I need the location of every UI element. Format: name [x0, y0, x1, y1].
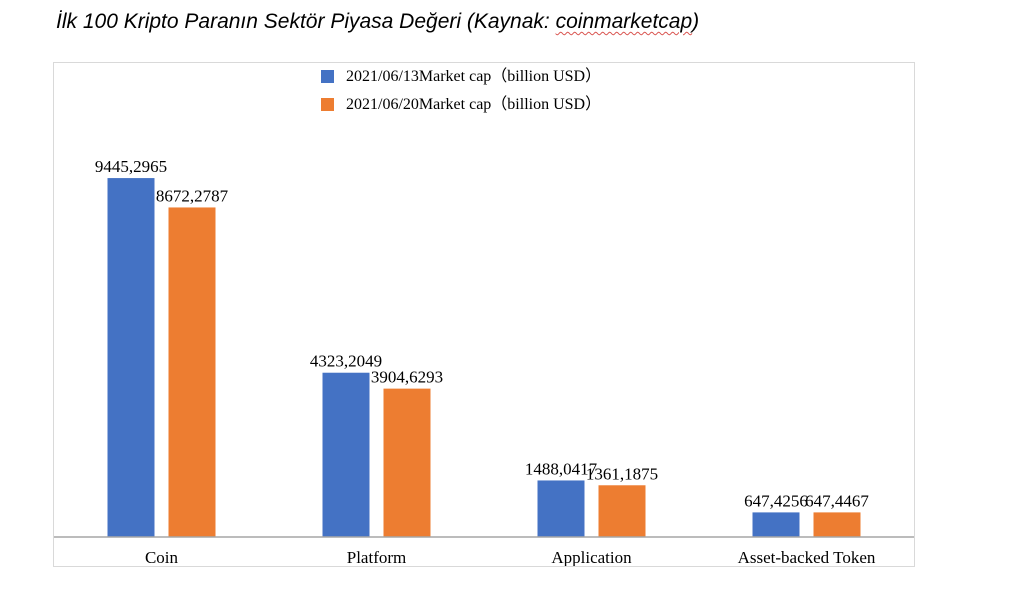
bar-series2: [168, 207, 216, 537]
page-title-source: coinmarketcap: [555, 10, 693, 33]
data-label: 9445,2965: [95, 157, 167, 176]
data-label: 8672,2787: [156, 186, 229, 205]
bar-series1: [322, 372, 370, 537]
data-label: 3904,6293: [371, 368, 443, 387]
chart-frame: 2021/06/13Market cap（billion USD） 2021/06…: [53, 62, 915, 567]
data-label: 647,4256: [744, 491, 808, 510]
x-tick-label: Asset-backed Token: [738, 548, 876, 566]
page-title-prefix: İlk 100 Kripto Paranın Sektör Piyasa Değ…: [56, 10, 556, 33]
x-tick-label: Application: [551, 548, 632, 566]
bar-series2: [813, 512, 861, 537]
bar-series1: [752, 512, 800, 537]
data-label: 4323,2049: [310, 352, 382, 371]
bar-chart: 2021/06/13Market cap（billion USD） 2021/06…: [54, 67, 914, 567]
page-title-suffix: ): [692, 10, 700, 33]
bar-series2: [383, 388, 431, 537]
legend-label: 2021/06/20Market cap（billion USD）: [346, 95, 601, 113]
legend: 2021/06/13Market cap（billion USD） 2021/06…: [321, 67, 601, 113]
x-tick-label: Coin: [145, 548, 179, 566]
data-label: 1488,0417: [525, 459, 598, 478]
legend-swatch: [321, 98, 334, 111]
page-title: İlk 100 Kripto Paranın Sektör Piyasa Değ…: [56, 10, 699, 34]
x-tick-label: Platform: [347, 548, 407, 566]
bar-series1: [107, 178, 155, 537]
bar-series2: [598, 485, 646, 537]
legend-swatch: [321, 70, 334, 83]
bar-series1: [537, 480, 585, 537]
data-label: 1361,1875: [586, 464, 658, 483]
data-label: 647,4467: [805, 491, 869, 510]
legend-label: 2021/06/13Market cap（billion USD）: [346, 67, 601, 85]
